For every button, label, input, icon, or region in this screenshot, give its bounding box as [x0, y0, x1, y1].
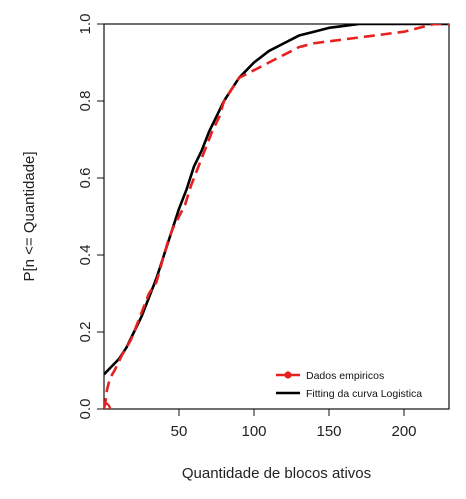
x-axis: 50 100 150 200: [171, 409, 417, 440]
legend: Dados empiricos Fitting da curva Logisti…: [270, 364, 446, 402]
legend-marker-empirical: [284, 371, 292, 379]
y-axis-label: P[n <= Quantidade]: [21, 151, 38, 281]
y-tick-label: 0.4: [77, 245, 94, 266]
x-tick-label: 200: [391, 423, 416, 440]
legend-box: [270, 364, 446, 402]
plot-frame: [103, 23, 450, 410]
legend-entry-empirical: Dados empiricos: [276, 370, 384, 382]
series-layer: [104, 24, 449, 409]
y-tick-label: 0.0: [77, 399, 94, 420]
series-line-empirical: [104, 24, 449, 409]
y-tick-label: 0.2: [77, 322, 94, 343]
legend-label-logistic-fit: Fitting da curva Logistica: [306, 388, 422, 400]
y-axis: 0.0 0.2 0.4 0.6 0.8 1.0: [77, 14, 104, 420]
plot-area: [103, 23, 450, 410]
x-axis-label: Quantidade de blocos ativos: [182, 465, 371, 482]
x-tick-label: 50: [171, 423, 188, 440]
legend-entry-logistic-fit: Fitting da curva Logistica: [276, 388, 422, 400]
series-line-logistic-fit: [104, 24, 449, 376]
x-tick-label: 150: [316, 423, 341, 440]
y-tick-label: 0.6: [77, 168, 94, 189]
y-tick-label: 1.0: [77, 14, 94, 35]
y-tick-label: 0.8: [77, 91, 94, 112]
legend-label-empirical: Dados empiricos: [306, 370, 384, 382]
x-tick-label: 100: [241, 423, 266, 440]
